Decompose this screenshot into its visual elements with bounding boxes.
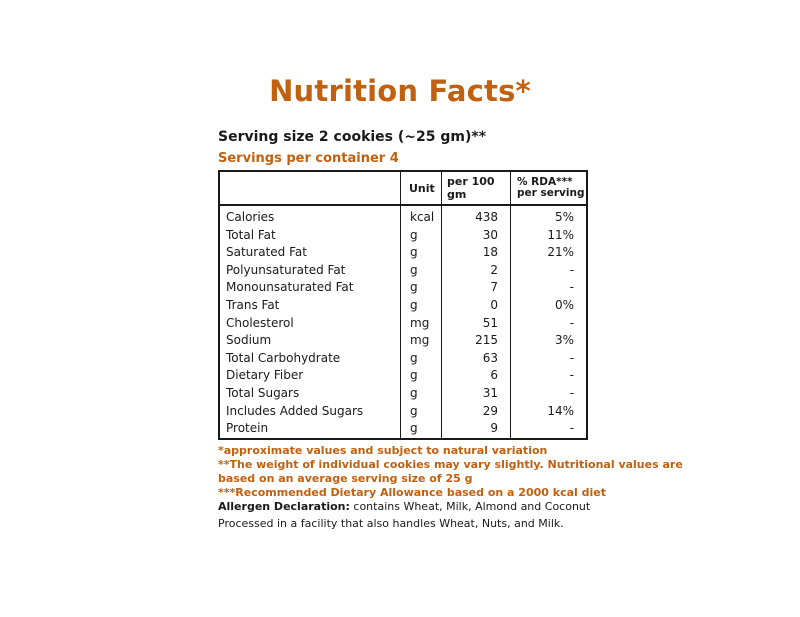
nutrient-rda: 11%: [547, 227, 574, 242]
column-divider: [400, 172, 401, 438]
footnote-weight-line1: **The weight of individual cookies may v…: [218, 458, 683, 471]
table-row: Sodium mg 215 3%: [220, 332, 586, 350]
nutrient-value: 30: [482, 227, 498, 242]
table-row: Total Carbohydrate g 63 -: [220, 350, 586, 368]
nutrient-name: Monounsaturated Fat: [226, 280, 354, 295]
facility-note: Processed in a facility that also handle…: [218, 517, 564, 530]
table-row: Trans Fat g 0 0%: [220, 297, 586, 315]
nutrient-name: Sodium: [226, 333, 272, 348]
nutrient-unit: mg: [410, 333, 430, 348]
nutrient-rda: -: [569, 421, 574, 436]
table-row: Monounsaturated Fat g 7 -: [220, 279, 586, 297]
footnote-approximate: *approximate values and subject to natur…: [218, 444, 548, 457]
column-divider: [510, 172, 511, 438]
header-per-100gm: per 100 gm: [447, 175, 495, 201]
nutrition-table: Unit per 100 gm % RDA*** per serving Cal…: [218, 170, 588, 440]
nutrient-value: 63: [482, 350, 498, 365]
nutrient-name: Cholesterol: [226, 315, 294, 330]
nutrient-unit: mg: [410, 315, 430, 330]
nutrient-name: Saturated Fat: [226, 245, 307, 260]
nutrient-name: Total Sugars: [226, 385, 300, 400]
table-body: Calories kcal 438 5% Total Fat g 30 11% Saturate…: [220, 209, 586, 438]
table-row: Cholesterol mg 51 -: [220, 315, 586, 333]
nutrient-name: Calories: [226, 210, 275, 224]
footnote-weight-line2: based on an average serving size of 25 g: [218, 472, 473, 485]
nutrient-name: Total Fat: [226, 227, 276, 242]
table-row: Dietary Fiber g 6 -: [220, 367, 586, 385]
allergen-declaration: Allergen Declaration: contains Wheat, Mi…: [218, 500, 590, 513]
serving-size: Serving size 2 cookies (~25 gm)**: [218, 129, 487, 145]
header-divider: [220, 204, 586, 206]
table-row: Includes Added Sugars g 29 14%: [220, 403, 586, 421]
column-divider: [441, 172, 442, 438]
nutrient-unit: g: [410, 262, 418, 277]
nutrient-name: Protein: [226, 421, 269, 436]
nutrient-unit: g: [410, 403, 418, 418]
nutrient-unit: kcal: [410, 210, 435, 224]
nutrient-value: 438: [475, 210, 498, 224]
nutrient-rda: -: [569, 368, 574, 383]
nutrient-value: 29: [482, 403, 498, 418]
nutrient-rda: -: [569, 385, 574, 400]
nutrient-unit: g: [410, 245, 418, 260]
nutrient-rda: -: [569, 262, 574, 277]
nutrient-unit: g: [410, 368, 418, 383]
nutrient-rda: 5%: [554, 210, 574, 224]
nutrient-name: Trans Fat: [226, 297, 280, 312]
header-rda-line2: per serving: [517, 187, 585, 199]
table-row: Saturated Fat g 18 21%: [220, 244, 586, 262]
nutrient-rda: 3%: [554, 333, 574, 348]
nutrient-rda: -: [569, 350, 574, 365]
footnote-rda: ***Recommended Dietary Allowance based o…: [218, 486, 606, 499]
nutrient-rda: 0%: [554, 297, 574, 312]
nutrient-value: 18: [482, 245, 498, 260]
header-unit: Unit: [409, 181, 435, 195]
nutrient-value: 6: [490, 368, 498, 383]
nutrient-value: 31: [482, 385, 498, 400]
page-title: Nutrition Facts*: [269, 74, 531, 108]
nutrient-value: 51: [482, 315, 498, 330]
table-row: Total Fat g 30 11%: [220, 227, 586, 245]
nutrient-rda: -: [569, 280, 574, 295]
nutrient-value: 0: [490, 297, 498, 312]
servings-per-container: Servings per container 4: [218, 151, 399, 166]
table-row: Protein g 9 -: [220, 420, 586, 438]
nutrient-unit: g: [410, 350, 418, 365]
nutrient-rda: 14%: [547, 403, 574, 418]
header-rda-line1: % RDA***: [517, 176, 573, 188]
table-row: Total Sugars g 31 -: [220, 385, 586, 403]
nutrient-name: Includes Added Sugars: [226, 403, 364, 418]
nutrient-value: 2: [490, 262, 498, 277]
nutrient-unit: g: [410, 385, 418, 400]
table-row: Polyunsaturated Fat g 2 -: [220, 262, 586, 280]
header-rda: % RDA*** per serving: [511, 172, 587, 204]
nutrient-rda: -: [569, 315, 574, 330]
nutrient-unit: g: [410, 421, 418, 436]
nutrient-unit: g: [410, 280, 418, 295]
nutrient-value: 9: [490, 421, 498, 436]
table-row: Calories kcal 438 5%: [220, 209, 586, 227]
nutrient-name: Total Carbohydrate: [226, 350, 341, 365]
nutrient-value: 215: [475, 333, 498, 348]
nutrient-name: Dietary Fiber: [226, 368, 304, 383]
nutrient-value: 7: [490, 280, 498, 295]
allergen-text: contains Wheat, Milk, Almond and Coconut: [349, 500, 591, 513]
nutrient-unit: g: [410, 227, 418, 242]
nutrient-name: Polyunsaturated Fat: [226, 262, 346, 277]
allergen-label: Allergen Declaration:: [218, 500, 350, 513]
nutrient-rda: 21%: [547, 245, 574, 260]
nutrient-unit: g: [410, 297, 418, 312]
